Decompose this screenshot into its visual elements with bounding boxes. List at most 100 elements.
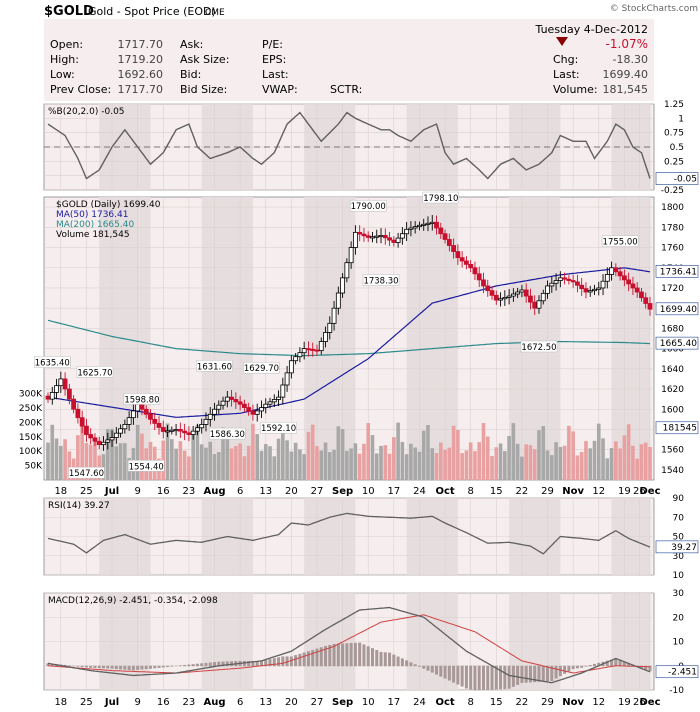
candle-body: [216, 404, 222, 410]
candle-body: [267, 401, 273, 405]
watermark: © StockCharts.com: [610, 4, 698, 14]
macd-histogram-bar: [524, 665, 528, 683]
macd-histogram-bar: [114, 665, 118, 669]
header-field-label: Bid Size:: [180, 83, 227, 96]
macd-histogram-bar: [127, 665, 131, 670]
volume-bar: [268, 446, 272, 480]
volume-bar: [306, 431, 311, 480]
candle-body: [101, 441, 106, 446]
macd-histogram-bar: [520, 665, 524, 683]
volume-bar: [468, 442, 473, 480]
macd-histogram-bar: [452, 665, 456, 683]
candle-body: [293, 356, 299, 362]
price-annotation: 1592.10: [261, 424, 296, 434]
macd-histogram-bar: [183, 664, 187, 667]
volume-bar: [67, 451, 72, 480]
volume-bar: [298, 449, 302, 480]
macd-histogram-bar: [306, 651, 310, 667]
candle-body: [105, 439, 111, 443]
candle-body: [156, 422, 162, 428]
y-tick-label: 10: [673, 638, 685, 648]
volume-bar: [251, 423, 255, 480]
macd-histogram-bar: [144, 665, 148, 670]
volume-bar: [456, 429, 460, 480]
x-tick-label: 12: [592, 486, 605, 497]
price-annotation: 1672.50: [521, 343, 556, 353]
x-tick-label: Jul: [104, 486, 119, 497]
macd-histogram-bar: [486, 665, 490, 690]
macd-histogram-bar: [618, 660, 622, 667]
volume-bar: [182, 450, 187, 480]
volume-bar: [524, 444, 528, 480]
y-tick-label: 90: [673, 494, 685, 504]
volume-tick-label: 200K: [19, 418, 43, 428]
volume-bar: [238, 443, 242, 480]
candle-body: [233, 399, 239, 403]
macd-histogram-bar: [592, 663, 596, 667]
y-tick-label: 1780: [661, 223, 684, 233]
macd-histogram-bar: [439, 665, 443, 677]
candle-body: [519, 289, 525, 293]
candle-body: [528, 295, 533, 303]
price-annotation-box: [520, 340, 558, 353]
macd-histogram-bar: [195, 663, 199, 667]
candle-body: [408, 227, 414, 230]
exchange: CME: [205, 8, 225, 18]
candle-body: [152, 418, 158, 424]
volume-bar: [494, 447, 499, 480]
x-tick-label: 6: [237, 486, 243, 497]
candle-body: [361, 233, 367, 237]
volume-bar: [579, 451, 584, 480]
macd-histogram-bar: [148, 665, 152, 669]
macd-histogram-bar: [204, 662, 208, 667]
volume-bar: [353, 443, 358, 480]
candle-body: [169, 429, 175, 432]
macd-histogram-bar: [298, 653, 302, 667]
volume-bar: [123, 443, 127, 480]
volume-bar: [345, 450, 349, 480]
candle-body: [190, 430, 196, 435]
macd-line: [47, 606, 651, 684]
y-tick-label: 1.25: [664, 100, 684, 110]
macd-histogram-bar: [648, 665, 652, 672]
candle-body: [254, 410, 260, 415]
candle-body: [288, 360, 294, 374]
candle-body: [84, 425, 89, 435]
price-annotation-box: [601, 235, 639, 247]
x-tick-label: 25: [80, 697, 93, 708]
candle-body: [212, 408, 217, 415]
macd-histogram-bar: [464, 665, 468, 689]
macd-histogram-bar: [67, 665, 71, 667]
macd-histogram-bar: [430, 665, 434, 673]
volume-tick-label: 150K: [19, 433, 43, 443]
candle-body: [357, 231, 363, 235]
macd-histogram-bar: [255, 660, 259, 667]
macd-histogram-bar: [597, 662, 601, 667]
candle-body: [417, 224, 422, 228]
volume-bar: [216, 452, 221, 480]
volume-last: 181545: [663, 424, 697, 434]
macd-histogram-bar: [400, 658, 404, 667]
macd-title: MACD(12,26,9) -2.451, -0.354, -2.098: [48, 596, 218, 606]
percent-b-last-box: [655, 172, 699, 185]
candle-body: [49, 392, 55, 400]
y-tick-label: 1: [678, 114, 684, 124]
candle-body: [604, 274, 610, 282]
volume-bar: [387, 453, 392, 480]
candle-body: [280, 384, 286, 398]
candle-body: [434, 221, 439, 229]
volume-bar: [165, 423, 170, 480]
price-annotation-box: [260, 421, 297, 434]
y-tick-label: 1680: [661, 324, 684, 334]
volume-bar: [614, 441, 618, 480]
macd-histogram-bar: [388, 652, 392, 667]
macd-histogram-bar: [46, 663, 50, 667]
candle-body: [506, 295, 512, 298]
x-tick-label: 8: [467, 697, 473, 708]
header-field-value: 1719.20: [118, 53, 164, 66]
volume-bar: [93, 440, 97, 480]
candle-body: [446, 239, 452, 246]
volume-bar: [340, 429, 345, 480]
volume-bar: [234, 445, 238, 480]
volume-bar: [409, 443, 413, 480]
